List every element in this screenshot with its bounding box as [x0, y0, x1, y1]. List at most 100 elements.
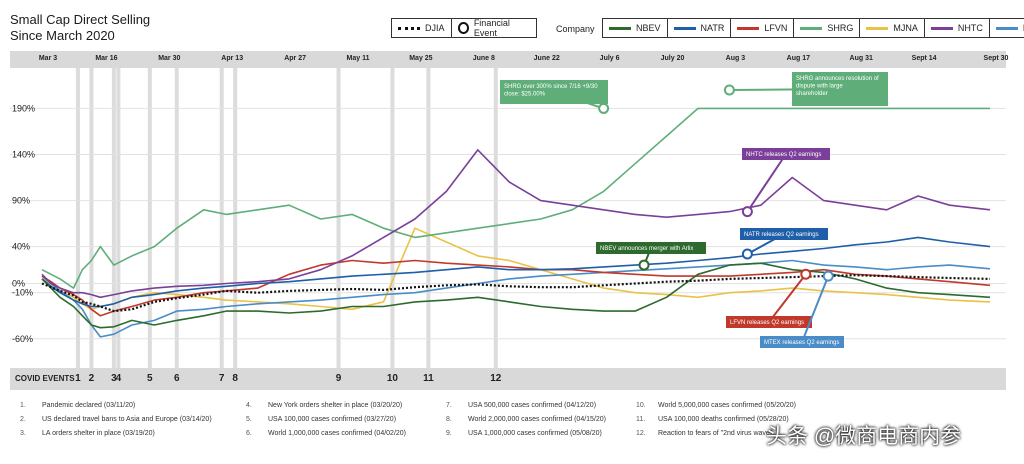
date-tick-label: Mar 30 — [158, 55, 181, 62]
annotation-text-line: SHRG announces resolution of — [796, 76, 879, 82]
y-tick-label: -60% — [12, 334, 33, 344]
covid-event-line — [426, 68, 431, 368]
date-tick-label: Aug 17 — [786, 55, 810, 62]
main-legend: DJIA Financial Event — [391, 18, 537, 38]
covid-event-note-number: 9. — [446, 430, 452, 437]
annotation-text-line: NHTC releases Q2 earnings — [746, 152, 821, 158]
series-line-shrg — [41, 107, 990, 289]
date-tick-label: Aug 31 — [849, 55, 873, 62]
annotation-box — [740, 228, 828, 240]
legend-mjna: MJNA — [859, 19, 924, 37]
legend-financial-event: Financial Event — [450, 18, 536, 38]
covid-event-note-text: US declared travel bans to Asia and Euro… — [42, 416, 212, 423]
y-tick-label: -10% — [12, 288, 33, 298]
covid-event-note: 12. Reaction to fears of "2nd virus wave" — [636, 430, 772, 437]
y-tick-label: 190% — [12, 103, 35, 113]
legend-lfvn: LFVN — [730, 19, 793, 37]
covid-event-line — [233, 68, 238, 368]
annotation-text-line: dispute with large — [796, 84, 843, 90]
covid-event-note-number: 7. — [446, 402, 452, 409]
annotation-text: SHRG announces resolution of dispute with… — [796, 76, 879, 97]
series-line-djia — [41, 274, 991, 313]
legend-nhtc: NHTC — [923, 19, 989, 37]
covid-event-note-number: 6. — [246, 430, 252, 437]
series-swatch-icon — [609, 26, 631, 30]
covid-event-number: 7 — [218, 373, 225, 384]
covid-event-note: 8. World 2,000,000 cases confirmed (04/15… — [446, 416, 606, 423]
annotation-text-line: NBEV announces merger with Arlix — [600, 246, 693, 252]
annotation-box — [792, 72, 888, 106]
dotted-line-icon — [398, 26, 420, 30]
covid-event-note-number: 11. — [636, 416, 646, 423]
legend-nbev-label: NBEV — [636, 23, 661, 33]
covid-event-note-text: New York orders shelter in place (03/20/… — [268, 402, 403, 409]
company-legend-label: Company — [556, 24, 595, 34]
covid-event-note-text: World 5,000,000 cases confirmed (05/20/2… — [658, 402, 797, 409]
annotation-connector — [746, 153, 787, 213]
series-line-nhtc — [41, 149, 991, 299]
y-tick-label: 140% — [12, 150, 35, 160]
date-tick-label: June 8 — [472, 55, 495, 62]
covid-event-note-text: USA 100,000 cases confirmed (03/27/20) — [268, 416, 397, 423]
covid-event-line — [174, 68, 179, 368]
y-tick-label: 0% — [12, 279, 25, 289]
covid-event-note: 5. USA 100,000 cases confirmed (03/27/20) — [246, 416, 396, 423]
series-swatch-icon — [930, 26, 953, 30]
annotation-text: MTEX releases Q2 earnings — [764, 340, 839, 346]
annotation-box — [760, 336, 844, 348]
annotation-text-line: LFVN releases Q2 earnings — [730, 320, 804, 326]
financial-event-marker — [723, 84, 735, 96]
date-tick-label: Sept 14 — [911, 55, 937, 62]
covid-event-note-text: LA orders shelter in place (03/19/20) — [42, 430, 155, 437]
covid-event-number: 4 — [115, 373, 122, 384]
covid-event-note: 4. New York orders shelter in place (03/2… — [246, 402, 402, 409]
covid-event-note: 7. USA 500,000 cases confirmed (04/12/20) — [446, 402, 596, 409]
annotation-text-line: close: $25.00% — [504, 92, 546, 98]
chart-title-line-2: Since March 2020 — [10, 28, 115, 43]
covid-event-note-number: 2. — [20, 416, 26, 423]
covid-event-number: 9 — [335, 373, 342, 384]
covid-event-number: 11 — [423, 373, 434, 384]
covid-event-note: 1. Pandemic declared (03/11/20) — [20, 402, 135, 409]
covid-event-note-number: 4. — [246, 402, 252, 409]
annotation-text: NATR releases Q2 earnings — [744, 232, 819, 238]
covid-event-note-text: Pandemic declared (03/11/20) — [42, 402, 136, 409]
covid-event-note-text: USA 1,000,000 cases confirmed (05/08/20) — [468, 430, 602, 437]
covid-event-note: 6. World 1,000,000 cases confirmed (04/02… — [246, 430, 406, 437]
covid-event-line — [75, 68, 80, 368]
covid-event-number: 1 — [75, 373, 81, 384]
series-swatch-icon — [866, 26, 889, 30]
series-line-natr — [41, 236, 991, 308]
financial-event-marker — [638, 259, 650, 271]
date-tick-label: July 20 — [660, 55, 685, 62]
financial-event-marker — [800, 268, 812, 280]
covid-event-note-text: World 1,000,000 cases confirmed (04/02/2… — [268, 430, 407, 437]
annotation-box — [596, 242, 706, 254]
legend-nbev: NBEV — [603, 19, 667, 37]
line-chart: 190% 140% 90% 40% 0%-10% -60% SHRG over 300% s… — [10, 68, 1006, 368]
legend-mjna-label: MJNA — [893, 23, 918, 33]
series-line-nbev — [41, 262, 991, 329]
legend-mtex-label: MTEX — [1023, 23, 1024, 33]
series-swatch-icon — [800, 26, 823, 30]
date-tick-label: July 6 — [599, 55, 620, 62]
covid-events-bar: COVID EVENTS 1 2 3 4 5 6 7 8 9 10 11 12 — [10, 368, 1006, 390]
series-line-mtex — [41, 259, 991, 338]
legend-natr: NATR — [666, 19, 731, 37]
series-swatch-icon — [737, 26, 760, 30]
date-tick-label: Aug 3 — [725, 55, 746, 62]
covid-event-note: 10. World 5,000,000 cases confirmed (05/2… — [636, 402, 796, 409]
annotation-text: SHRG over 300% since 7/16 +9/30 close: $2… — [504, 84, 598, 98]
covid-event-number: 2 — [88, 373, 95, 384]
covid-event-note: 9. USA 1,000,000 cases confirmed (05/08/2… — [446, 430, 602, 437]
covid-event-number: 6 — [174, 373, 180, 384]
annotation-text-line: NATR releases Q2 earnings — [744, 232, 819, 238]
legend-nhtc-label: NHTC — [957, 23, 983, 33]
legend-financial-event-label: Financial Event — [473, 18, 510, 38]
annotation-connector — [768, 273, 807, 323]
covid-event-note-text: Reaction to fears of "2nd virus wave" — [658, 430, 773, 437]
date-tick-label: Mar 16 — [95, 55, 118, 62]
annotation-text-line: MTEX releases Q2 earnings — [764, 340, 839, 346]
covid-event-line — [111, 68, 116, 368]
covid-events-title: COVID EVENTS — [15, 374, 75, 383]
